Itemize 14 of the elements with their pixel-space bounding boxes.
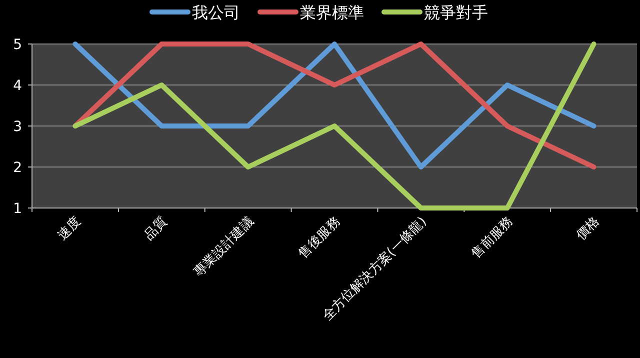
legend-label: 競爭對手 — [424, 3, 488, 22]
y-tick-label: 5 — [13, 37, 22, 53]
legend-label: 我公司 — [192, 3, 240, 22]
x-tick-label: 價格 — [574, 214, 603, 244]
y-tick-label: 1 — [13, 201, 22, 217]
x-tick-label: 專業設計建議 — [191, 214, 257, 280]
y-tick-label: 2 — [13, 160, 22, 176]
y-tick-label: 4 — [13, 78, 22, 94]
x-tick-label: 售後服務 — [296, 214, 344, 262]
legend-label: 業界標準 — [300, 3, 364, 22]
y-tick-label: 3 — [13, 119, 22, 135]
x-tick-label: 速度 — [54, 214, 84, 244]
x-tick-label: 品質 — [141, 214, 170, 244]
x-tick-label: 售前服務 — [468, 214, 516, 262]
